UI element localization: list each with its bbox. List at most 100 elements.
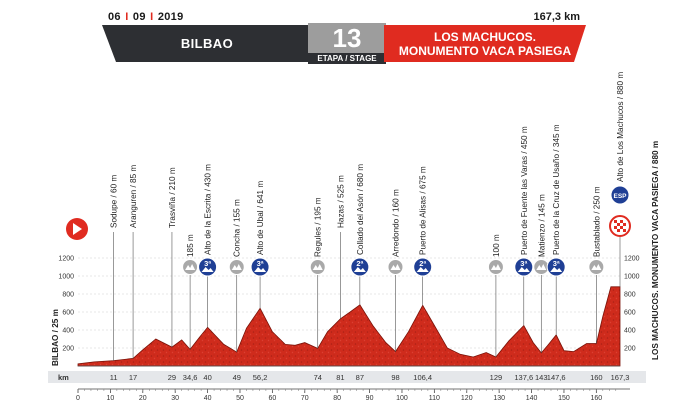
stage-date: 06 I 09 I 2019 — [108, 11, 184, 23]
x-tick-label: 150 — [558, 395, 570, 402]
mountain-glyph-icon — [353, 267, 366, 272]
waypoint-label: Concha / 155 m — [233, 199, 242, 257]
mountain-glyph-icon — [201, 267, 214, 272]
finish-city: LOS MACHUCOS. MONUMENTO VACA PASIEGA — [384, 25, 586, 62]
y-tick-label-left: 1000 — [58, 274, 74, 281]
waypoint-label: Matienzo / 145 m — [537, 194, 546, 257]
checker-square — [620, 220, 623, 223]
waypoint-label: 185 m — [186, 234, 195, 257]
stage-distance: 167,3 km — [533, 11, 580, 23]
x-tick-label: 20 — [139, 395, 147, 402]
waypoint-label: Alto de la Escrita / 430 m — [204, 164, 213, 255]
category-badge-text: 3ª — [520, 259, 527, 268]
esp-badge-text: ESP — [613, 193, 627, 200]
km-row-label: km — [58, 373, 69, 382]
x-tick-label: 130 — [493, 395, 505, 402]
checker-square — [620, 226, 623, 229]
km-point-label: 167,3 — [611, 373, 630, 382]
checker-square — [617, 229, 620, 232]
date-separator: I — [146, 11, 157, 23]
y-tick-label-right: 200 — [624, 346, 636, 353]
mountain-glyph-icon — [490, 264, 501, 270]
x-tick-label: 120 — [461, 395, 473, 402]
y-tick-label-left: 200 — [62, 346, 74, 353]
gray-marker-icon — [487, 259, 504, 275]
y-tick-label-right: 1200 — [624, 256, 640, 263]
x-tick-label: 160 — [591, 395, 603, 402]
km-point-label: 87 — [356, 373, 364, 382]
x-tick-label: 110 — [429, 395, 440, 402]
checker-square — [623, 229, 626, 232]
km-point-label: 34,6 — [183, 373, 198, 382]
y-tick-label-left: 1200 — [58, 256, 74, 263]
category-badge-text: 2ª — [419, 259, 426, 268]
waypoint-label: Puerto de la Cruz de Usaño / 345 m — [552, 124, 561, 255]
mountain-glyph-icon — [517, 267, 530, 272]
km-point-label: 147,6 — [547, 373, 566, 382]
mountain-glyph-icon — [416, 267, 429, 272]
gray-marker-icon — [588, 259, 605, 275]
y-tick-label-right: 600 — [624, 310, 636, 317]
mountain-glyph-icon — [390, 264, 401, 270]
km-point-label: 74 — [314, 373, 322, 382]
x-tick-label: 0 — [76, 395, 80, 402]
start-city: BILBAO — [102, 25, 312, 62]
gray-marker-icon — [309, 259, 326, 275]
waypoint-label: Trasviña / 210 m — [168, 167, 177, 228]
gray-marker-icon — [228, 259, 245, 275]
checker-square — [614, 220, 617, 223]
category-badge-text: 3ª — [553, 259, 560, 268]
stage-label: ETAPA / STAGE — [308, 53, 386, 64]
km-point-label: 143 — [535, 373, 548, 382]
finish-vertical-label: LOS MACHUCOS. MONUMENTO VACA PASIEGA / 8… — [651, 141, 660, 360]
km-point-label: 106,4 — [413, 373, 432, 382]
stage-banner: BILBAO 13 ETAPA / STAGE LOS MACHUCOS. MO… — [102, 23, 586, 64]
mountain-glyph-icon — [254, 267, 267, 272]
km-point-label: 56,2 — [253, 373, 268, 382]
x-tick-label: 50 — [236, 395, 244, 402]
date-year: 2019 — [157, 11, 184, 23]
x-tick-label: 80 — [333, 395, 341, 402]
date-day: 06 — [108, 11, 121, 23]
mountain-glyph-icon — [536, 264, 547, 270]
km-point-label: 81 — [336, 373, 344, 382]
mountain-glyph-icon — [312, 264, 323, 270]
y-tick-label-left: 400 — [62, 328, 74, 335]
esp-badge-icon — [610, 185, 630, 205]
y-tick-label-left: 800 — [62, 292, 74, 299]
waypoint-label: Hazas / 525 m — [336, 175, 345, 228]
mountain-glyph-icon — [550, 267, 563, 272]
waypoint-label: Arredondo / 160 m — [391, 189, 400, 257]
waypoint-label: Alto de Ubal / 641 m — [256, 181, 265, 255]
waypoint-label: Puerto de Alisas / 675 m — [419, 166, 428, 255]
category-badge-text: 3ª — [204, 259, 211, 268]
mountain-glyph-icon — [231, 264, 242, 270]
stage-number: 13 — [308, 23, 386, 53]
km-row-bar — [48, 371, 646, 383]
waypoint-label: 100 m — [492, 234, 501, 257]
gray-marker-icon — [387, 259, 404, 275]
checker-square — [614, 226, 617, 229]
finish-line-2: MONUMENTO VACA PASIEGA — [398, 43, 572, 58]
km-point-label: 49 — [233, 373, 241, 382]
y-tick-label-left: 600 — [62, 310, 74, 317]
date-separator: I — [121, 11, 132, 23]
y-tick-label-right: 1000 — [624, 274, 640, 281]
km-point-label: 11 — [110, 373, 118, 382]
km-point-label: 129 — [490, 373, 503, 382]
mountain-glyph-icon — [591, 264, 602, 270]
category-badge-text: 3ª — [257, 259, 264, 268]
x-tick-label: 40 — [204, 395, 212, 402]
km-point-label: 17 — [129, 373, 137, 382]
elevation-profile — [77, 286, 621, 367]
x-tick-label: 70 — [301, 395, 309, 402]
date-month: 09 — [132, 11, 146, 23]
y-tick-label-right: 800 — [624, 292, 636, 299]
y-tick-label-right: 400 — [624, 328, 636, 335]
km-point-label: 137,6 — [514, 373, 533, 382]
waypoint-label: Puerto de Fuente las Varas / 450 m — [520, 126, 529, 255]
km-point-label: 40 — [203, 373, 211, 382]
x-tick-label: 100 — [396, 395, 408, 402]
x-tick-label: 30 — [171, 395, 179, 402]
